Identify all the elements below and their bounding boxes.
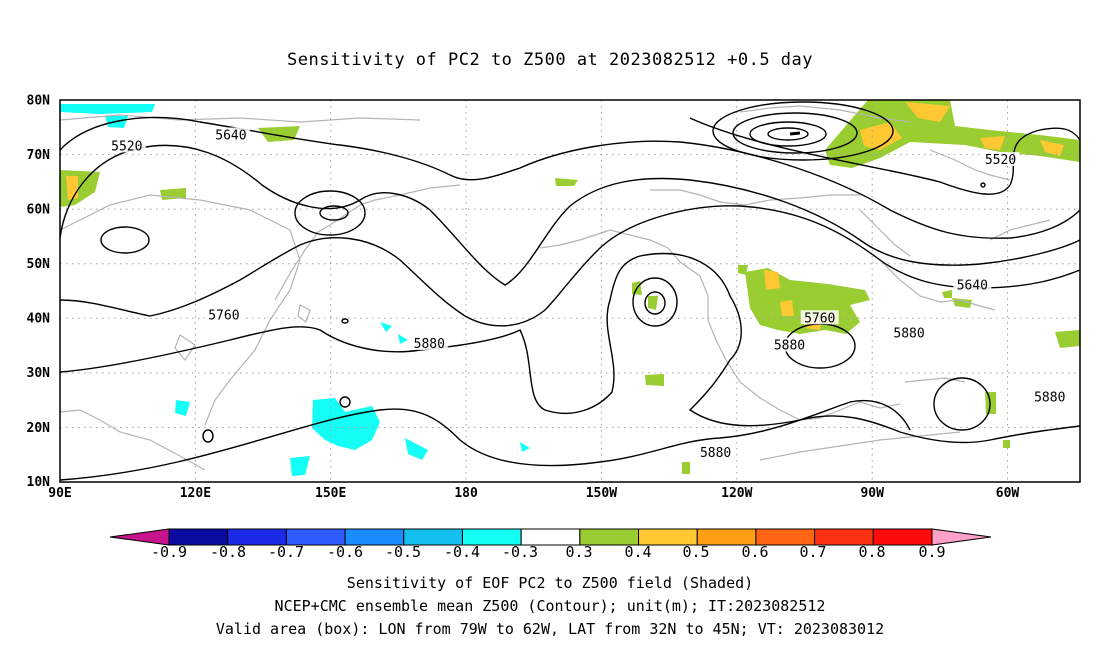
- contour-label-bg: [107, 138, 146, 153]
- contour-label-bg: [770, 337, 809, 352]
- lon-label: 150E: [315, 486, 346, 501]
- contour-label: 5640: [215, 128, 246, 143]
- contour-label-bg: [953, 277, 992, 292]
- graticule: [60, 100, 1080, 482]
- lat-label: 70N: [27, 148, 51, 163]
- lat-label: 30N: [27, 366, 51, 381]
- colorbar-label: 0.4: [624, 543, 651, 561]
- colorbar-label: -0.9: [151, 543, 187, 561]
- sensitivity-shading: [60, 100, 1080, 476]
- colorbar-label: -0.6: [327, 543, 363, 561]
- caption-contour: NCEP+CMC ensemble mean Z500 (Contour); u…: [274, 597, 826, 615]
- contour-label: 5880: [774, 339, 805, 354]
- lon-label: 180: [454, 486, 478, 501]
- contour-label: 5640: [957, 279, 988, 294]
- chart-title: Sensitivity of PC2 to Z500 at 2023082512…: [286, 50, 813, 70]
- contour-label: 5880: [1034, 390, 1065, 405]
- colorbar: [109, 528, 992, 546]
- contour-label-bg: [410, 335, 449, 350]
- lat-label: 60N: [27, 203, 51, 218]
- contour-label: 5520: [985, 153, 1016, 168]
- lon-label: 60W: [996, 486, 1020, 501]
- contour-label: 5760: [804, 311, 835, 326]
- lon-axis: 90E 120E 150E 180 150W 120W 90W 60W: [48, 486, 1019, 501]
- colorbar-cells: [168, 528, 933, 546]
- contour-label-bg: [211, 127, 250, 142]
- contour-label-bg: [1030, 389, 1069, 404]
- lat-label: 40N: [27, 312, 51, 327]
- lon-label: 90E: [48, 486, 71, 501]
- lon-label: 120W: [721, 486, 752, 501]
- contour-label: 5760: [208, 309, 239, 324]
- contour-label: 5520: [111, 139, 142, 154]
- colorbar-label: -0.4: [444, 543, 480, 561]
- contour-label-bg: [204, 307, 243, 322]
- caption-valid-area: Valid area (box): LON from 79W to 62W, L…: [215, 620, 885, 638]
- contour-label-bg: [890, 325, 929, 340]
- contour-label: 5880: [414, 337, 445, 352]
- lat-axis: 80N 70N 60N 50N 40N 30N 20N 10N: [27, 94, 51, 491]
- contour-label-bg: [981, 152, 1020, 167]
- contour-label-bg: [800, 310, 839, 325]
- coastlines: [60, 105, 1051, 471]
- lon-label: 150W: [586, 486, 617, 501]
- colorbar-label: -0.8: [210, 543, 246, 561]
- colorbar-label: -0.3: [502, 543, 538, 561]
- colorbar-label: 0.5: [682, 543, 709, 561]
- lon-label: 120E: [180, 486, 211, 501]
- caption-shading: Sensitivity of EOF PC2 to Z500 field (Sh…: [346, 574, 754, 592]
- contour-label: 5880: [700, 446, 731, 461]
- colorbar-label: -0.5: [385, 543, 421, 561]
- colorbar-labels: -0.9 -0.8 -0.7 -0.6 -0.5 -0.4 -0.3 0.3 0…: [151, 543, 946, 561]
- contour-label: 5880: [893, 327, 924, 342]
- lon-label: 90W: [860, 486, 884, 501]
- colorbar-label: 0.7: [799, 543, 826, 561]
- lat-label: 10N: [27, 475, 51, 490]
- colorbar-label: 0.9: [918, 543, 945, 561]
- lat-label: 80N: [27, 94, 51, 109]
- contour-labels: 5280540055205520552056405640564056405760…: [107, 127, 1069, 461]
- colorbar-label: 0.8: [858, 543, 885, 561]
- contour-label-bg: [696, 445, 735, 460]
- colorbar-high-arrow: [931, 528, 992, 546]
- colorbar-label: -0.7: [268, 543, 304, 561]
- lat-label: 50N: [27, 257, 51, 272]
- map-frame: [59, 99, 1081, 483]
- z500-contours: [60, 101, 1080, 481]
- colorbar-label: 0.6: [741, 543, 768, 561]
- colorbar-label: 0.3: [565, 543, 592, 561]
- lat-label: 20N: [27, 421, 51, 436]
